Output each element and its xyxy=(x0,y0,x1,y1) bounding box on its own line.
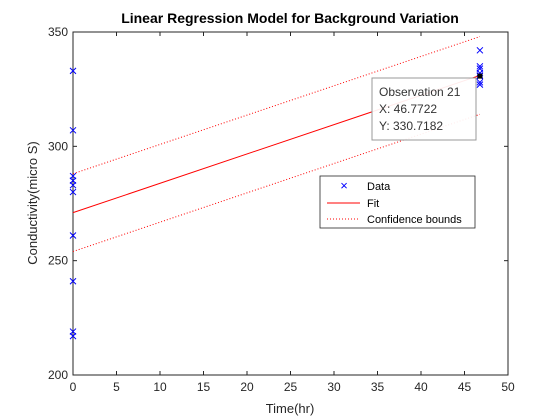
datatip-anchor-marker[interactable] xyxy=(477,73,483,79)
x-tick-label: 45 xyxy=(458,380,472,394)
x-tick-label: 10 xyxy=(153,380,167,394)
confidence-bound-upper xyxy=(72,36,481,175)
legend-label-fit: Fit xyxy=(367,198,379,210)
datatip-x: X: 46.7722 xyxy=(379,102,437,116)
data-point xyxy=(69,181,77,189)
x-tick-label: 5 xyxy=(113,380,120,394)
x-tick-label: 40 xyxy=(414,380,428,394)
datatip[interactable]: Observation 21 X: 46.7722 Y: 330.7182 xyxy=(371,77,477,141)
y-axis-label: Conductivity(micro S) xyxy=(25,141,40,265)
data-point xyxy=(69,188,77,196)
y-tick-label: 350 xyxy=(48,25,68,39)
x-tick-label: 50 xyxy=(501,380,515,394)
x-tick-label: 15 xyxy=(197,380,211,394)
datatip-box xyxy=(371,77,477,141)
x-tick-label: 0 xyxy=(70,380,77,394)
x-tick-label: 25 xyxy=(284,380,298,394)
y-tick-label: 200 xyxy=(48,368,68,382)
x-axis-label: Time(hr) xyxy=(266,401,315,416)
data-point xyxy=(69,277,77,285)
data-point xyxy=(476,46,484,54)
datatip-y: Y: 330.7182 xyxy=(379,119,443,133)
x-tick-label: 30 xyxy=(327,380,341,394)
datatip-title: Observation 21 xyxy=(379,85,461,99)
axis-ticks: 0 5 10 15 20 25 30 35 40 45 50 200 250 300 350 xyxy=(48,25,515,394)
legend-label-bounds: Confidence bounds xyxy=(367,214,462,226)
data-point xyxy=(69,126,77,134)
data-point xyxy=(476,78,484,86)
x-tick-label: 35 xyxy=(371,380,385,394)
data-point xyxy=(69,67,77,75)
y-tick-label: 250 xyxy=(48,254,68,268)
legend-marker-data: × xyxy=(340,178,348,193)
data-point xyxy=(69,232,77,239)
legend-label-data: Data xyxy=(367,181,391,193)
x-tick-label: 20 xyxy=(240,380,254,394)
chart-title: Linear Regression Model for Background V… xyxy=(121,10,459,26)
y-tick-label: 300 xyxy=(48,139,68,153)
data-point xyxy=(476,81,484,88)
data-point xyxy=(69,332,77,340)
legend[interactable]: × Data Fit Confidence bounds xyxy=(319,175,476,229)
data-point xyxy=(476,62,484,70)
